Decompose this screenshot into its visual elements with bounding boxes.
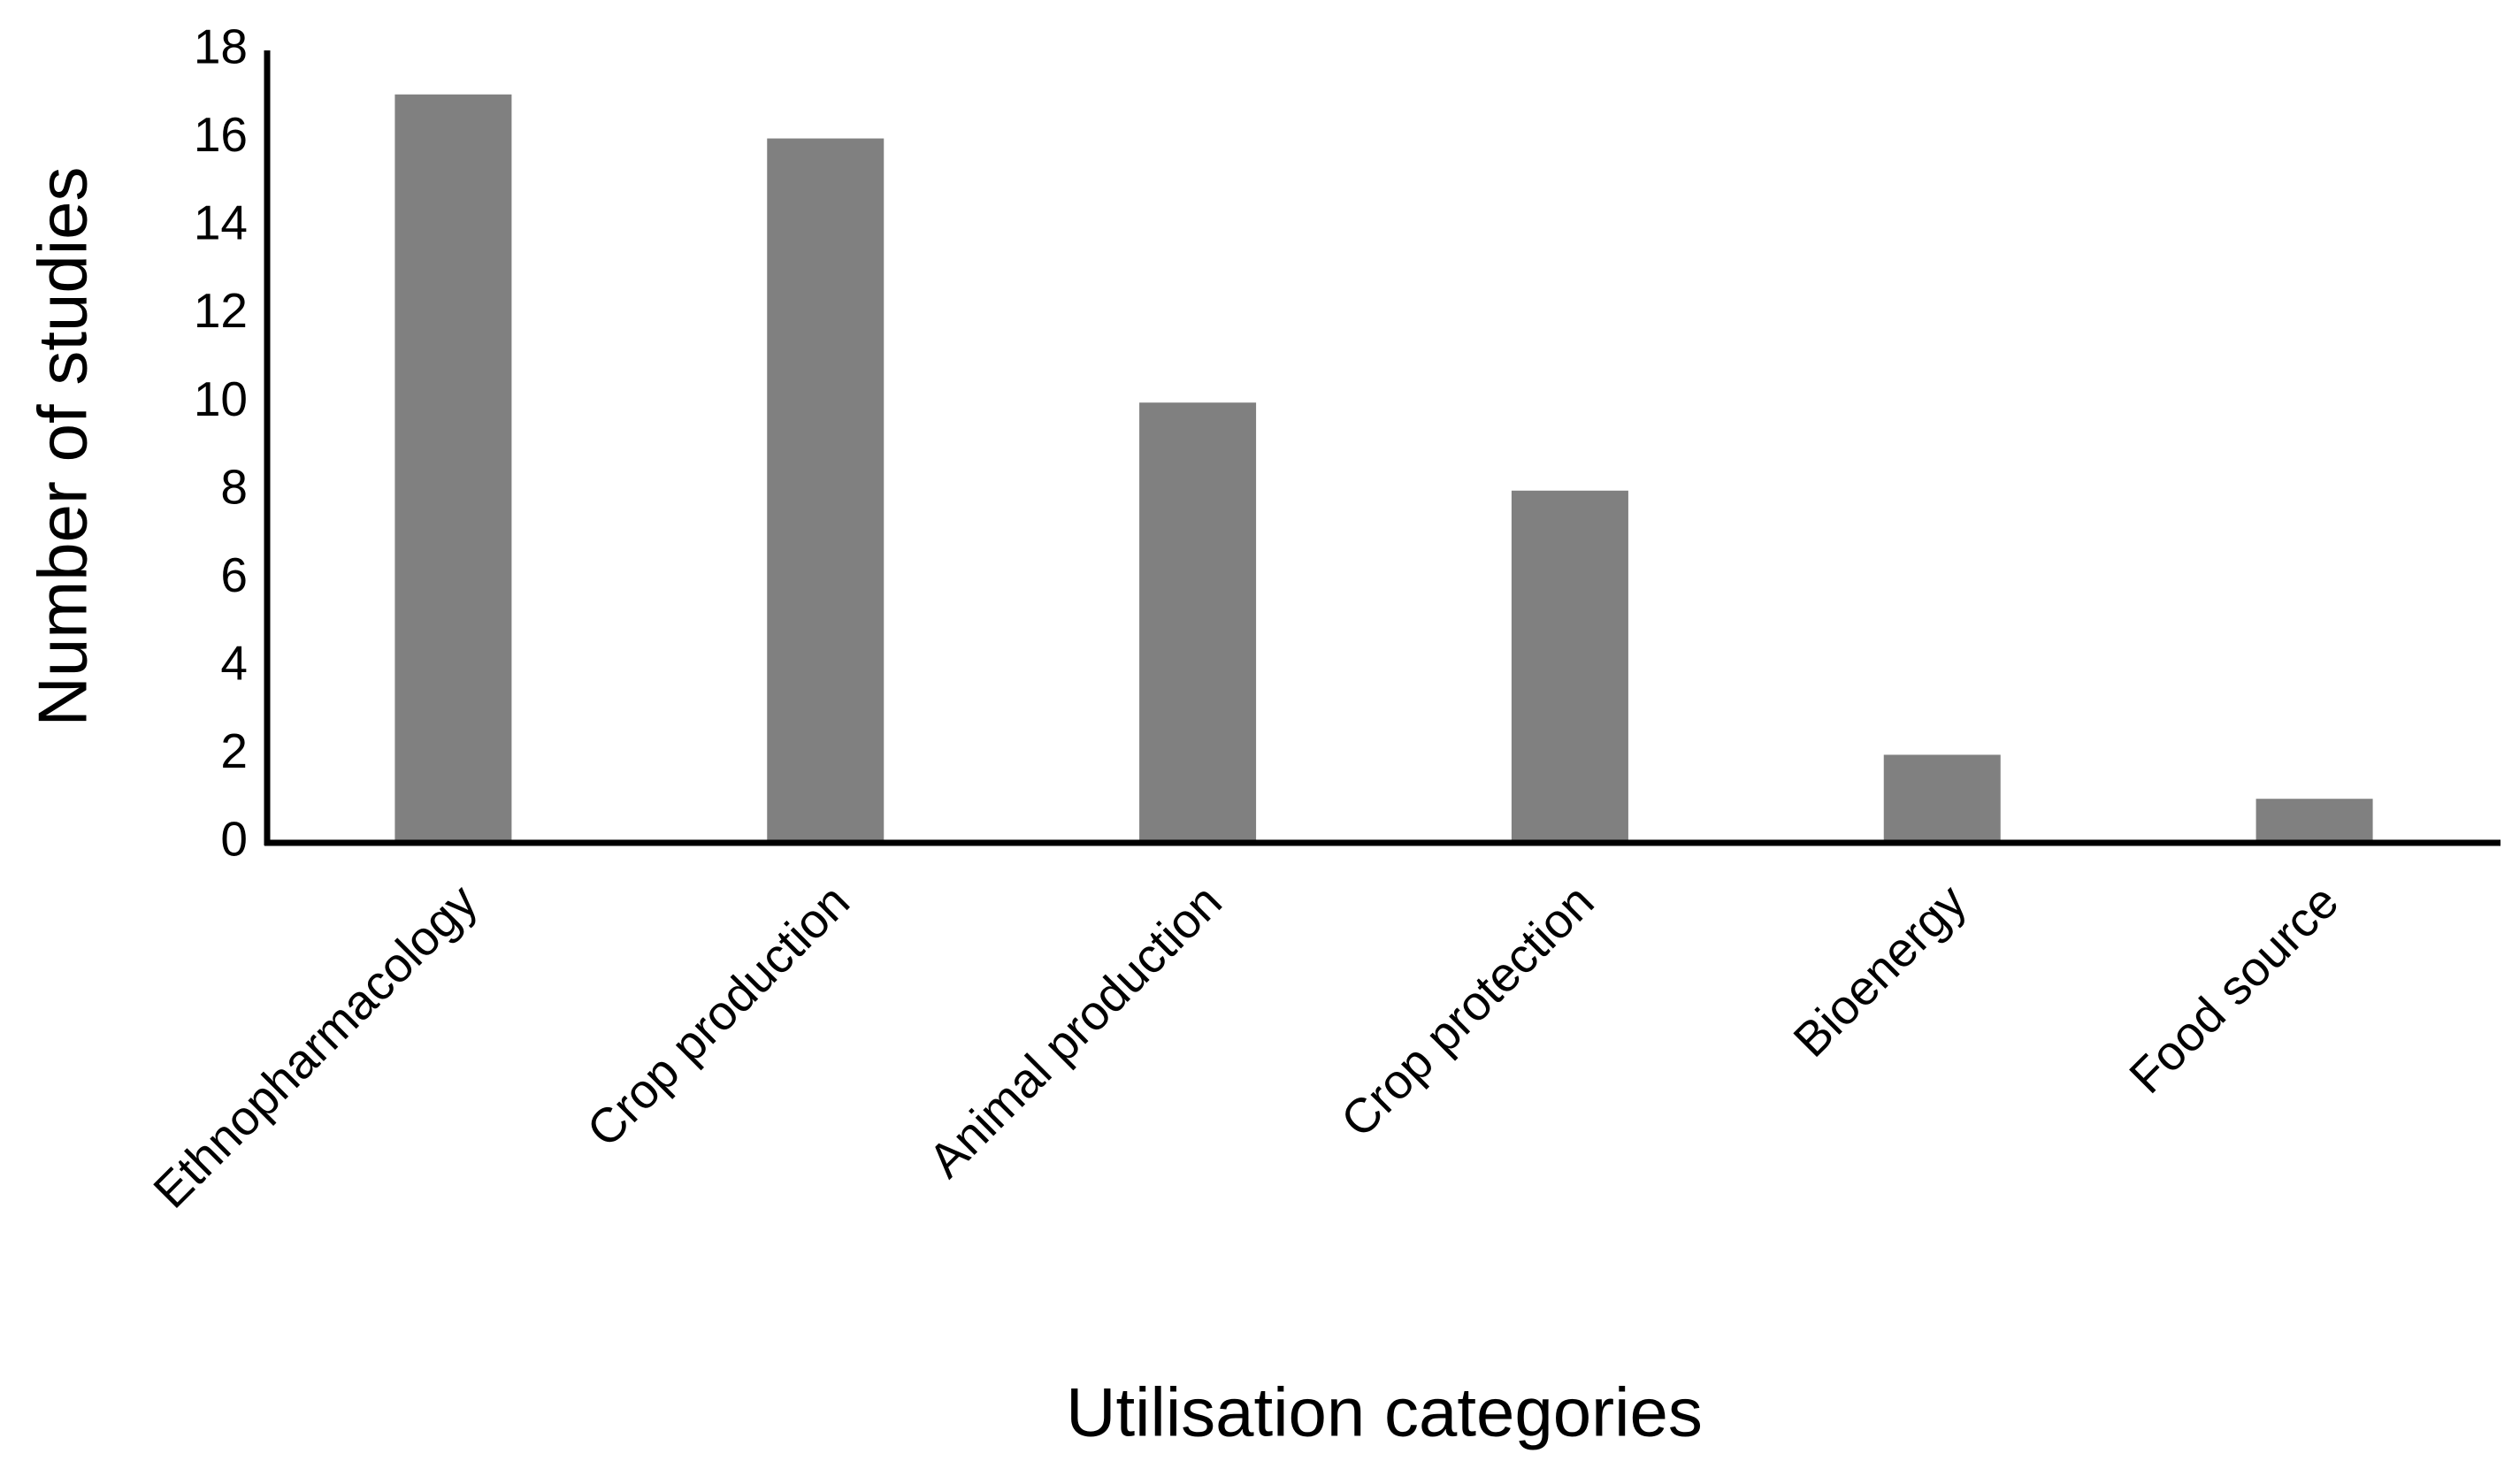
y-tick-label: 10	[194, 371, 248, 426]
x-tick-label: Crop protection	[1330, 874, 1604, 1148]
y-tick-label: 16	[194, 107, 248, 162]
y-tick-label: 0	[220, 812, 248, 867]
x-tick-label: Ethnopharmacology	[142, 874, 487, 1219]
x-tick-label: Crop production	[576, 874, 860, 1158]
y-tick-label: 12	[194, 283, 248, 338]
y-tick-label: 8	[220, 459, 248, 514]
x-tick-label: Food source	[2118, 874, 2348, 1104]
bar	[1139, 402, 1257, 843]
y-tick-label: 18	[194, 19, 248, 74]
bar	[1883, 754, 2001, 843]
bar	[767, 138, 885, 844]
x-tick-label: Bioenergy	[1783, 874, 1977, 1067]
y-tick-label: 2	[220, 723, 248, 778]
bar	[1511, 490, 1628, 843]
x-axis-title: Utilisation categories	[1066, 1373, 1703, 1451]
bar	[2255, 799, 2373, 843]
y-tick-label: 6	[220, 547, 248, 602]
y-tick-label: 4	[220, 635, 248, 690]
y-axis-title: Number of studies	[24, 167, 102, 727]
bar	[394, 94, 512, 844]
x-tick-label: Animal production	[918, 874, 1232, 1188]
y-tick-label: 14	[194, 195, 248, 250]
